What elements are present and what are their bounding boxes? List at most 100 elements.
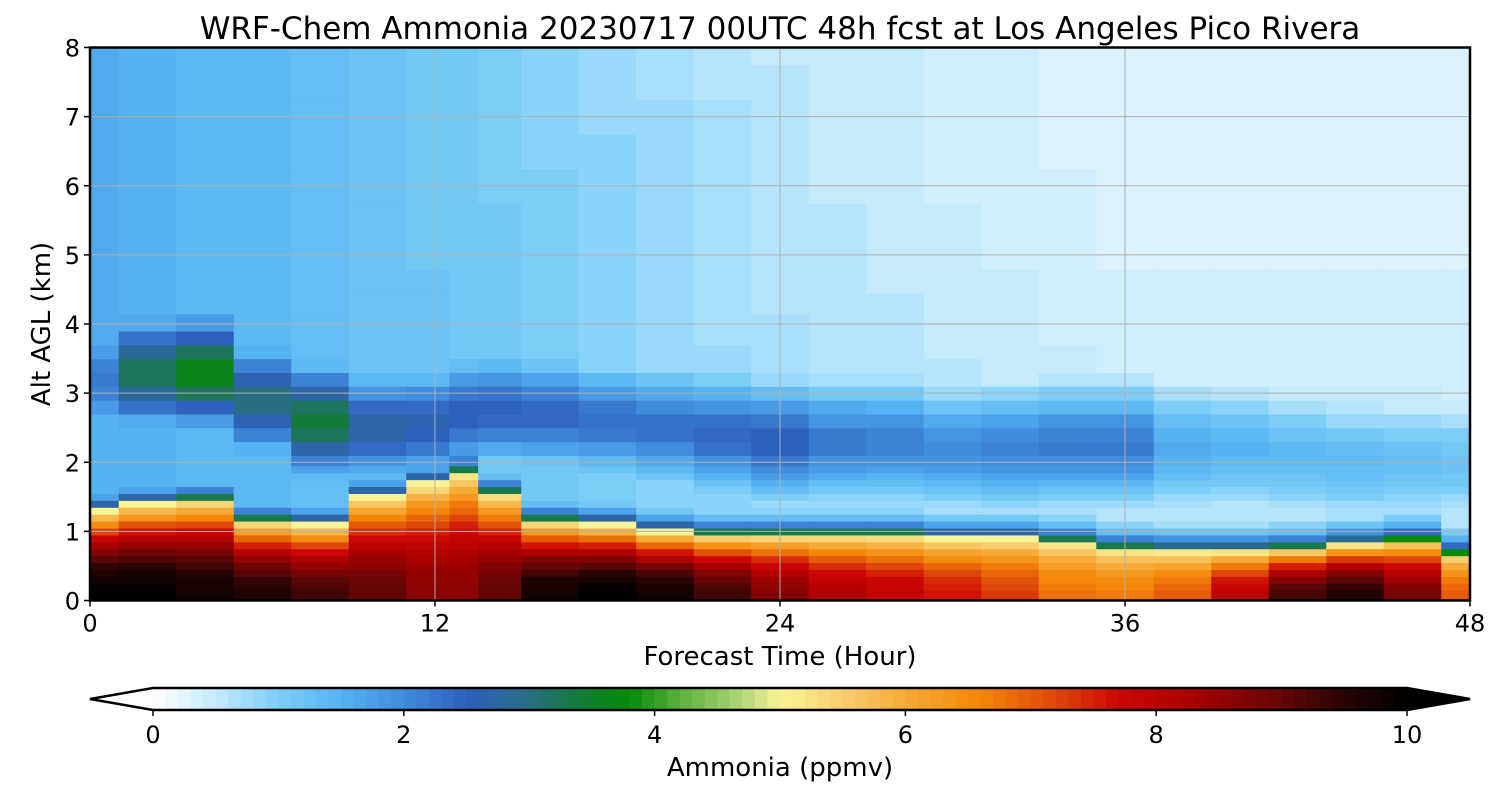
- heatmap-cell: [636, 583, 695, 591]
- heatmap-cell: [923, 583, 982, 591]
- colorbar-segment: [1030, 688, 1044, 710]
- heatmap-cell: [90, 548, 120, 557]
- heatmap-cell: [981, 479, 1040, 488]
- heatmap-cell: [233, 562, 292, 570]
- heatmap-cell: [478, 330, 522, 346]
- heatmap-cell: [291, 427, 350, 443]
- heatmap-cell: [981, 330, 1040, 346]
- heatmap-cell: [1383, 64, 1442, 100]
- heatmap-cell: [348, 372, 407, 387]
- plot-area: [88, 46, 1472, 602]
- heatmap-cell: [1211, 292, 1270, 315]
- heatmap-cell: [1211, 472, 1270, 481]
- heatmap-cell: [866, 413, 925, 429]
- heatmap-cell: [233, 493, 292, 501]
- heatmap-cell: [449, 521, 479, 529]
- heatmap-cell: [578, 521, 637, 529]
- heatmap-cell: [291, 47, 350, 66]
- heatmap-cell: [90, 597, 120, 602]
- heatmap-cell: [291, 541, 350, 550]
- colorbar-segment: [190, 688, 204, 710]
- heatmap-cell: [1268, 569, 1327, 577]
- heatmap-cell: [176, 330, 235, 346]
- heatmap-cell: [1211, 590, 1270, 598]
- heatmap-cell: [1038, 576, 1097, 584]
- heatmap-cell: [923, 400, 982, 415]
- colorbar-segment: [1118, 688, 1132, 710]
- heatmap-cell: [1038, 64, 1097, 100]
- heatmap-cell: [348, 500, 407, 508]
- colorbar-segment: [1043, 688, 1057, 710]
- heatmap-cell: [578, 472, 637, 481]
- heatmap-cell: [291, 64, 350, 100]
- heatmap-cell: [1441, 237, 1471, 270]
- heatmap-cell: [1153, 455, 1212, 467]
- heatmap-cell: [176, 590, 235, 598]
- heatmap-cell: [348, 64, 407, 100]
- heatmap-cell: [808, 313, 867, 332]
- heatmap-cell: [981, 47, 1040, 66]
- heatmap-cell: [981, 313, 1040, 332]
- y-tick-label: 8: [65, 35, 80, 63]
- colorbar-segment: [968, 688, 982, 710]
- heatmap-cell: [923, 479, 982, 488]
- heatmap-cell: [693, 292, 752, 315]
- heatmap-cell: [521, 472, 580, 481]
- heatmap-cell: [1268, 237, 1327, 270]
- heatmap-cell: [521, 534, 580, 543]
- heatmap-cell: [406, 541, 450, 550]
- heatmap-cell: [233, 541, 292, 550]
- heatmap-cell: [521, 507, 580, 515]
- heatmap-cell: [1153, 555, 1212, 564]
- colorbar-segment: [729, 688, 743, 710]
- heatmap-cell: [636, 514, 695, 522]
- heatmap-cell: [521, 493, 580, 501]
- heatmap-cell: [521, 64, 580, 100]
- heatmap-cell: [233, 203, 292, 239]
- heatmap-cell: [981, 521, 1040, 529]
- heatmap-cell: [90, 562, 120, 570]
- heatmap-cell: [636, 541, 695, 550]
- heatmap-cell: [808, 292, 867, 315]
- y-tick-label: 0: [65, 588, 80, 616]
- colorbar-segment: [165, 688, 179, 710]
- heatmap-cell: [348, 465, 407, 474]
- heatmap-cell: [923, 64, 982, 100]
- heatmap-cell: [348, 400, 407, 415]
- colorbar-segment: [917, 688, 931, 710]
- heatmap-cell: [521, 358, 580, 373]
- heatmap-cell: [693, 47, 752, 66]
- heatmap-cell: [1153, 203, 1212, 239]
- heatmap-cell: [1441, 493, 1471, 501]
- heatmap-cell: [233, 413, 292, 429]
- heatmap-cell: [1383, 268, 1442, 294]
- heatmap-cell: [1268, 472, 1327, 481]
- heatmap-cell: [291, 237, 350, 270]
- heatmap-cell: [1038, 555, 1097, 564]
- heatmap-cell: [1038, 372, 1097, 387]
- heatmap-cell: [1383, 358, 1442, 373]
- heatmap-cell: [1383, 534, 1442, 543]
- colorbar-segment: [215, 688, 229, 710]
- colorbar-segment: [642, 688, 656, 710]
- heatmap-cell: [923, 441, 982, 456]
- colorbar-segment: [717, 688, 731, 710]
- heatmap-cell: [866, 400, 925, 415]
- heatmap-cell: [693, 372, 752, 387]
- heatmap-cell: [521, 548, 580, 557]
- heatmap-cell: [1326, 292, 1385, 315]
- heatmap-cell: [90, 344, 120, 360]
- heatmap-cell: [693, 455, 752, 467]
- heatmap-cell: [1441, 133, 1471, 170]
- heatmap-cell: [118, 583, 177, 591]
- heatmap-cell: [233, 479, 292, 488]
- heatmap-cell: [521, 47, 580, 66]
- heatmap-cell: [1038, 313, 1097, 332]
- heatmap-cell: [808, 590, 867, 598]
- heatmap-cell: [176, 292, 235, 315]
- heatmap-cell: [1268, 268, 1327, 294]
- heatmap-cell: [866, 500, 925, 508]
- heatmap-cell: [923, 493, 982, 501]
- heatmap-cell: [90, 133, 120, 170]
